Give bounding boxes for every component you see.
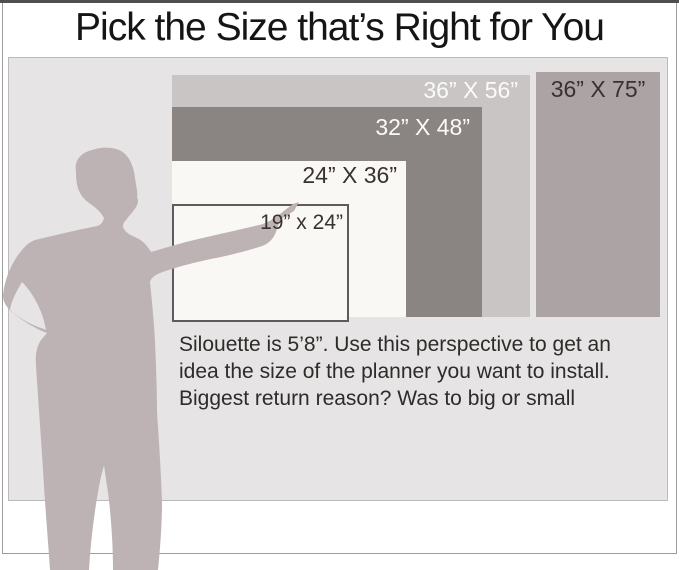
- arm-gap-shape: [10, 282, 46, 330]
- size-label-32x48: 32” X 48”: [375, 114, 470, 140]
- size-rect-19x24: 19” x 24”: [172, 204, 349, 322]
- caption-line-1: Silouette is 5’8”. Use this perspective …: [179, 333, 611, 356]
- size-rect-36x75: 36” X 75”: [536, 72, 660, 317]
- caption-text: Silouette is 5’8”. Use this perspective …: [179, 331, 611, 412]
- size-label-24x36: 24” X 36”: [302, 162, 397, 188]
- size-label-36x56: 36” X 56”: [423, 77, 518, 103]
- top-border-line: [0, 0, 679, 3]
- size-label-36x75: 36” X 75”: [550, 76, 646, 102]
- page-title: Pick the Size that’s Right for You: [75, 6, 605, 49]
- caption-line-2: idea the size of the planner you want to…: [179, 360, 610, 383]
- size-label-19x24: 19” x 24”: [260, 211, 343, 234]
- outer-frame: [2, 3, 677, 554]
- caption-line-3: Biggest return reason? Was to big or sma…: [179, 387, 576, 410]
- person-body-shape: [3, 147, 299, 570]
